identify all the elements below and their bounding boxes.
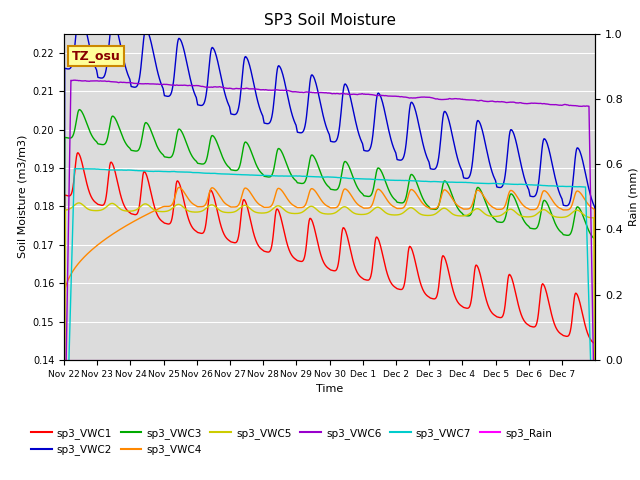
Text: TZ_osu: TZ_osu [72,50,121,63]
X-axis label: Time: Time [316,384,343,394]
Title: SP3 Soil Moisture: SP3 Soil Moisture [264,13,396,28]
Y-axis label: Rain (mm): Rain (mm) [628,168,638,226]
Y-axis label: Soil Moisture (m3/m3): Soil Moisture (m3/m3) [17,135,27,259]
Legend: sp3_VWC1, sp3_VWC2, sp3_VWC3, sp3_VWC4, sp3_VWC5, sp3_VWC6, sp3_VWC7, sp3_Rain: sp3_VWC1, sp3_VWC2, sp3_VWC3, sp3_VWC4, … [27,424,557,459]
